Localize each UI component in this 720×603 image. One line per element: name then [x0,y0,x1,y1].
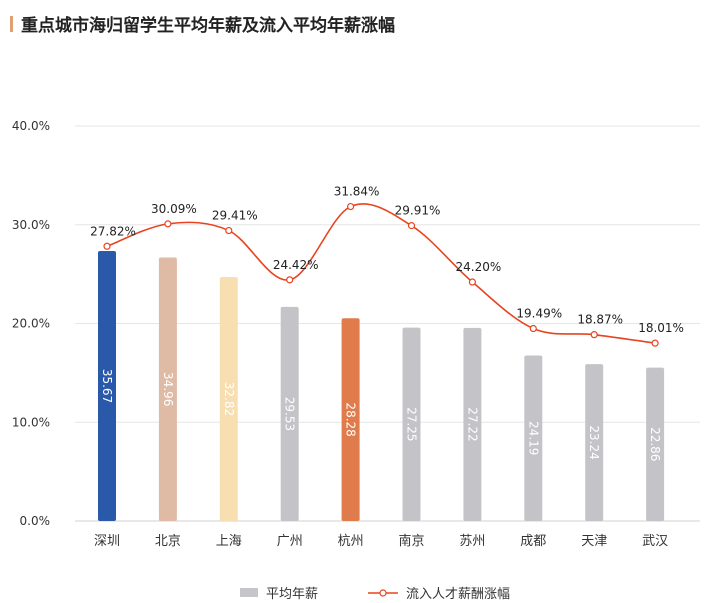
bar-天津 [585,364,604,521]
y-tick-label: 10.0% [12,415,50,429]
line-value-label: 18.01% [638,321,684,335]
bar-value-label: 29.53 [283,397,297,431]
line-point-北京 [164,220,172,228]
line-value-label: 30.09% [151,202,197,216]
bar-value-label: 34.96 [161,372,175,406]
bar-杭州 [341,318,360,521]
x-tick-label: 上海 [216,534,242,549]
legend-line-swatch [368,587,399,599]
x-tick-label: 杭州 [338,534,364,549]
bar-上海 [219,276,238,521]
bar-value-label: 22.86 [648,427,662,461]
bar-广州 [280,306,299,521]
x-tick-label: 成都 [520,534,546,549]
bar-value-label: 27.25 [405,407,419,441]
y-tick-label: 20.0% [12,317,50,331]
line-point-南京 [407,222,416,230]
bar-苏州 [463,327,482,521]
bar-value-label: 35.67 [100,369,114,403]
bar-value-label: 32.82 [222,382,236,416]
line-point-广州 [286,276,294,284]
bar-成都 [524,355,543,521]
chart-title: 重点城市海归留学生平均年薪及流入平均年薪涨幅 [21,16,395,36]
x-tick-label: 深圳 [94,534,120,549]
bar-value-label: 28.28 [344,402,358,436]
bar-南京 [402,327,421,521]
line-value-label: 24.42% [273,258,319,272]
x-tick-label: 天津 [581,534,607,549]
line-point-杭州 [347,202,355,211]
x-tick-label: 苏州 [459,533,485,549]
chart-title-wrap: 重点城市海归留学生平均年薪及流入平均年薪涨幅 [10,11,395,36]
line-value-label: 19.49% [516,307,562,321]
line-point-武汉 [651,339,659,347]
bar-北京 [158,257,177,521]
x-tick-label: 广州 [277,534,303,549]
bar-value-label: 23.24 [587,425,601,459]
bar-武汉 [646,367,665,521]
line-point-上海 [225,226,233,235]
line-value-label: 29.41% [212,209,258,223]
line-value-label: 29.91% [395,204,441,218]
bar-深圳 [98,251,116,522]
x-tick-label: 南京 [398,533,424,549]
y-tick-label: 0.0% [20,514,51,528]
line-value-label: 31.84% [334,185,380,199]
legend-bar-label: 平均年薪 [266,587,319,602]
line-point-天津 [590,331,598,339]
line-value-label: 18.87% [577,313,623,327]
line-point-苏州 [468,278,476,286]
y-tick-label: 30.0% [12,218,50,232]
y-tick-label: 40.0% [12,119,50,133]
title-accent [10,15,13,32]
legend: 平均年薪 流入人才薪酬涨幅 [240,583,510,602]
legend-line-label: 流入人才薪酬涨幅 [406,587,511,602]
line-point-深圳 [103,242,111,250]
line-series [106,203,656,344]
bar-value-label: 27.22 [465,407,479,441]
line-point-成都 [529,324,537,333]
x-tick-label: 北京 [155,534,181,549]
legend-bar-swatch [240,588,258,597]
x-tick-label: 武汉 [642,534,668,549]
bar-value-label: 24.19 [526,421,540,455]
line-value-label: 27.82% [90,224,136,238]
line-value-label: 24.20% [456,260,502,274]
